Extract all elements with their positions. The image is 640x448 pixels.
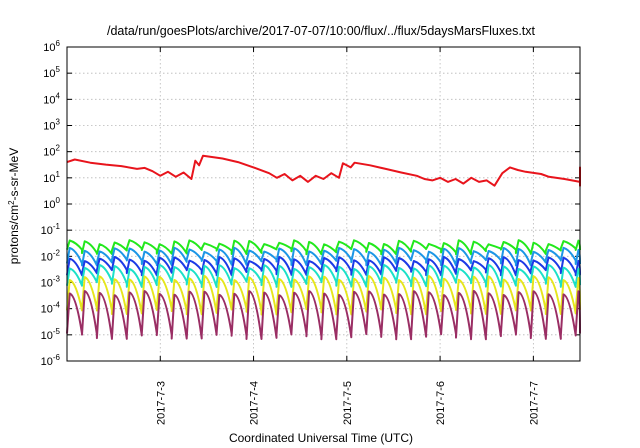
series-line-6	[66, 275, 581, 316]
series-line-7	[66, 290, 581, 341]
y-tick-label: 10-4	[41, 301, 61, 316]
x-axis-label: Coordinated Universal Time (UTC)	[229, 431, 413, 445]
axis-ticks: 10-6 10-5 10-4 10-3 10-2 10-1 100 101 102 103 104 1…	[41, 39, 580, 425]
x-tick-label: 2017-7-7	[528, 381, 540, 425]
y-tick-label: 103	[43, 118, 60, 133]
y-axis-label: protons/cm2-s-sr-MeV	[7, 148, 21, 264]
series-line-2	[66, 239, 581, 256]
y-tick-label: 100	[43, 196, 60, 211]
x-tick-label: 2017-7-4	[249, 381, 261, 425]
y-tick-label: 105	[43, 65, 60, 80]
y-tick-label: 104	[43, 91, 60, 106]
series-line-4	[66, 256, 581, 277]
series-group	[66, 154, 581, 341]
series-line-5	[66, 263, 581, 288]
chart-title: /data/run/goesPlots/archive/2017-07-07/1…	[107, 24, 536, 38]
x-tick-label: 2017-7-5	[342, 381, 354, 425]
y-tick-label: 10-2	[41, 248, 61, 263]
y-tick-label: 106	[43, 39, 60, 54]
y-axis-label-superscript: 2	[7, 200, 16, 205]
y-tick-label: 10-1	[41, 222, 61, 237]
plot-frame	[66, 46, 581, 362]
y-axis-label-main: protons/cm	[7, 205, 21, 264]
x-tick-label: 2017-7-3	[155, 381, 167, 425]
y-tick-label: 10-6	[41, 353, 61, 368]
series-line-3	[66, 246, 581, 267]
y-tick-label: 10-5	[41, 327, 61, 342]
series-line-1	[66, 154, 581, 187]
y-axis-label-units: -s-sr-MeV	[7, 148, 21, 201]
y-tick-label: 10-3	[41, 275, 61, 290]
y-tick-label: 101	[43, 170, 60, 185]
x-tick-label: 2017-7-6	[435, 381, 447, 425]
y-tick-label: 102	[43, 144, 60, 159]
